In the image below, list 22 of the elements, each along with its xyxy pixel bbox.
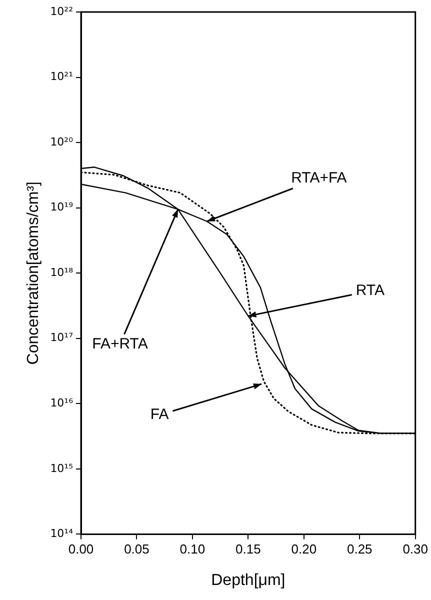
y-tick-label: 10²⁰ (50, 135, 74, 148)
annotation: RTA+FA (291, 170, 347, 187)
annotation: FA (150, 406, 169, 424)
y-tick-label: 10¹⁸ (50, 266, 74, 279)
x-tick-label: 0.25 (346, 542, 372, 557)
y-tick-label: 10¹⁵ (50, 462, 74, 475)
y-tick-label: 10¹⁶ (50, 396, 74, 410)
x-tick-label: 0.15 (236, 542, 261, 557)
y-tick-label: 10¹⁹ (50, 200, 74, 214)
y-axis-title: Concentration[atoms/cm³] (25, 182, 42, 365)
x-tick-label: 0.20 (291, 542, 317, 557)
x-axis-title: Depth[μm] (211, 572, 286, 589)
x-tick-label: 0.10 (180, 542, 206, 557)
annotation: RTA (356, 282, 384, 300)
x-tick-label: 0.30 (402, 542, 428, 557)
y-tick-label: 10²² (50, 4, 74, 18)
x-tick-label: 0.00 (68, 542, 94, 557)
y-tick-label: 10¹⁴ (50, 527, 74, 540)
y-tick-label: 10¹⁷ (50, 331, 74, 344)
x-tick-label: 0.05 (124, 542, 150, 557)
y-tick-label: 10²¹ (50, 70, 74, 84)
annotation: FA+RTA (92, 335, 148, 352)
